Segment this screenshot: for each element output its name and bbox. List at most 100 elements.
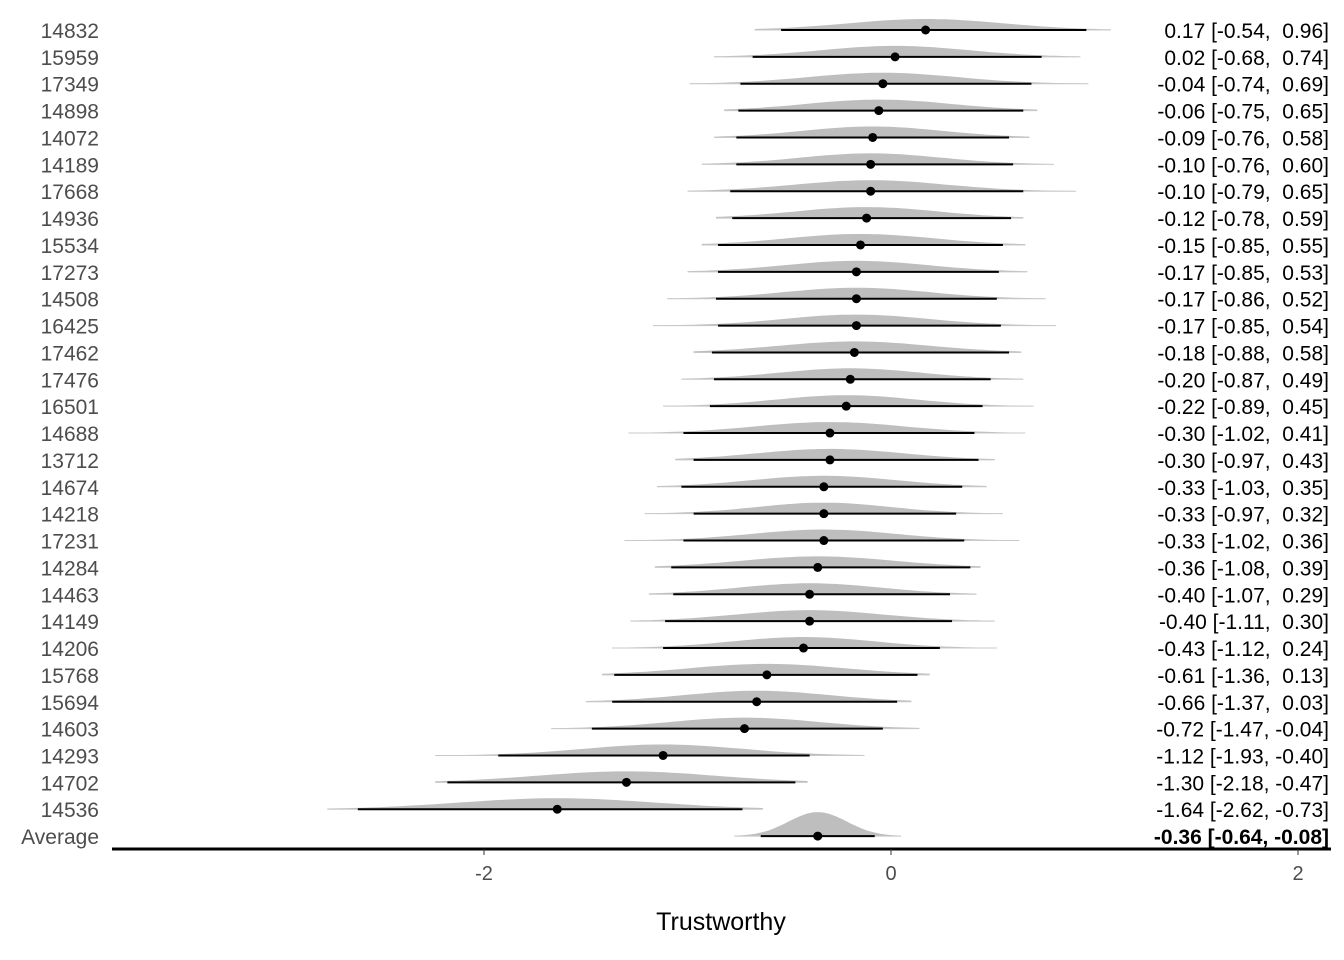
x-axis-ticks: -2 0 2 (475, 849, 1304, 885)
row-label-13712: 13712 (41, 450, 99, 473)
point-14936 (862, 213, 872, 223)
density-14936 (716, 207, 1024, 219)
point-14898 (874, 106, 884, 116)
row-label-17668: 17668 (41, 181, 99, 204)
interval-text-14688: -0.30 [-1.02, 0.41] (1157, 423, 1329, 446)
row-label-14463: 14463 (41, 584, 99, 607)
point-17462 (849, 347, 859, 357)
point-16501 (841, 401, 851, 411)
point-17476 (845, 374, 855, 384)
row-label-17476: 17476 (41, 369, 99, 392)
density-14536 (327, 798, 763, 810)
point-16425 (851, 321, 861, 331)
density-Average (734, 812, 902, 837)
point-15959 (890, 52, 900, 62)
interval-text-17668: -0.10 [-0.79, 0.65] (1157, 181, 1329, 204)
x-tick-label-2: 2 (1292, 863, 1303, 885)
row-label-14702: 14702 (41, 772, 99, 795)
density-14189 (701, 153, 1054, 165)
interval-text-14674: -0.33 [-1.03, 0.35] (1157, 477, 1329, 500)
density-14072 (714, 126, 1030, 138)
x-axis-title: Trustworthy (656, 908, 786, 936)
density-14206 (612, 637, 997, 649)
row-label-15534: 15534 (41, 235, 100, 258)
row-label-15694: 15694 (41, 692, 100, 715)
row-label-14206: 14206 (41, 638, 99, 661)
point-14293 (658, 750, 668, 760)
interval-text-16501: -0.22 [-0.89, 0.45] (1157, 396, 1329, 419)
row-label-16425: 16425 (41, 316, 99, 339)
density-14674 (657, 475, 987, 487)
density-17476 (681, 368, 1024, 380)
row-label-14603: 14603 (41, 719, 99, 742)
point-14206 (798, 643, 808, 653)
row-label-14149: 14149 (41, 611, 99, 634)
interval-texts: 0.17 [-0.54, 0.96] 0.02 [-0.68, 0.74] -0.0… (1154, 20, 1329, 849)
point-17349 (878, 79, 888, 89)
row-label-17231: 17231 (41, 531, 99, 554)
row-label-14508: 14508 (41, 289, 99, 312)
interval-text-14508: -0.17 [-0.86, 0.52] (1157, 289, 1329, 312)
row-label-14072: 14072 (41, 127, 99, 150)
point-13712 (825, 455, 835, 465)
density-17462 (693, 341, 1022, 353)
interval-text-17231: -0.33 [-1.02, 0.36] (1157, 531, 1329, 554)
point-15534 (855, 240, 865, 250)
point-14688 (825, 428, 835, 438)
row-label-14189: 14189 (41, 154, 99, 177)
density-14218 (644, 502, 1003, 514)
row-label-17349: 17349 (41, 74, 99, 97)
row-label-14688: 14688 (41, 423, 99, 446)
row-label-15959: 15959 (41, 47, 99, 70)
point-14832 (921, 25, 931, 35)
row-label-14536: 14536 (41, 799, 99, 822)
interval-text-14293: -1.12 [-1.93, -0.40] (1156, 745, 1329, 768)
interval-text-14832: 0.17 [-0.54, 0.96] (1164, 20, 1329, 43)
interval-text-14898: -0.06 [-0.75, 0.65] (1157, 101, 1329, 124)
interval-text-14284: -0.36 [-1.08, 0.39] (1157, 557, 1329, 580)
density-14702 (435, 771, 808, 783)
density-13712 (675, 448, 995, 460)
row-label-Average: Average (21, 826, 99, 849)
density-curves (327, 19, 1111, 837)
interval-text-14149: -0.40 [-1.11, 0.30] (1159, 611, 1329, 634)
point-14674 (819, 482, 829, 492)
interval-text-17349: -0.04 [-0.74, 0.69] (1157, 74, 1329, 97)
row-label-14674: 14674 (41, 477, 100, 500)
density-16425 (652, 314, 1056, 326)
density-14688 (628, 422, 1026, 434)
interval-text-15534: -0.15 [-0.85, 0.55] (1157, 235, 1329, 258)
point-14702 (621, 777, 631, 787)
density-17273 (687, 260, 1028, 272)
point-14149 (805, 616, 815, 626)
row-label-17273: 17273 (41, 262, 99, 285)
interval-text-13712: -0.30 [-0.97, 0.43] (1157, 450, 1329, 473)
row-label-14936: 14936 (41, 208, 99, 231)
interval-text-Average: -0.36 [-0.64, -0.08] (1154, 826, 1329, 849)
point-14603 (739, 724, 749, 734)
interval-text-17462: -0.18 [-0.88, 0.58] (1157, 342, 1329, 365)
interval-text-17476: -0.20 [-0.87, 0.49] (1157, 369, 1329, 392)
point-estimates (552, 25, 931, 841)
x-tick-label--2: -2 (475, 863, 493, 885)
interval-text-16425: -0.17 [-0.85, 0.54] (1157, 316, 1329, 339)
point-Average (813, 831, 823, 841)
density-14508 (667, 287, 1046, 299)
row-label-15768: 15768 (41, 665, 99, 688)
point-17231 (819, 536, 829, 546)
density-17349 (689, 72, 1089, 84)
row-label-14218: 14218 (41, 504, 99, 527)
row-label-14293: 14293 (41, 745, 99, 768)
point-14536 (552, 804, 562, 814)
point-14284 (813, 562, 823, 572)
density-14463 (648, 583, 977, 595)
point-17273 (851, 267, 861, 277)
point-15694 (752, 697, 762, 707)
interval-text-14936: -0.12 [-0.78, 0.59] (1157, 208, 1329, 231)
point-14463 (805, 589, 815, 599)
credible-intervals (327, 29, 1111, 838)
density-17231 (624, 529, 1020, 541)
row-label-14832: 14832 (41, 20, 99, 43)
interval-text-14536: -1.64 [-2.62, -0.73] (1156, 799, 1329, 822)
